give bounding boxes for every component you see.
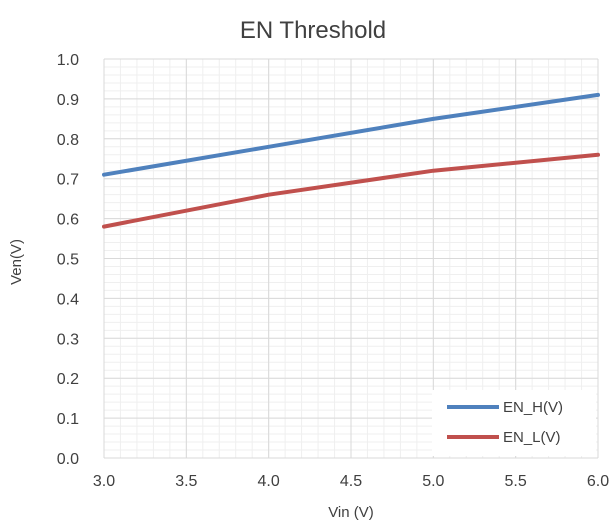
legend-label: EN_L(V)	[503, 429, 561, 446]
x-tick-label: 3.5	[175, 473, 197, 490]
series-line-en-l-v	[102, 152, 600, 229]
x-tick-label: 5.0	[422, 473, 444, 490]
y-tick-label: 1.0	[57, 52, 79, 69]
legend-background	[432, 390, 596, 456]
y-tick-label: 0.8	[57, 132, 79, 149]
y-tick-label: 0.1	[57, 411, 79, 428]
y-tick-label: 0.9	[57, 92, 79, 109]
legend: EN_H(V) EN_L(V)	[432, 390, 596, 456]
x-tick-label: 6.0	[587, 473, 609, 490]
y-tick-label: 0.4	[57, 291, 79, 308]
chart-title: EN Threshold	[240, 17, 386, 44]
y-tick-label: 0.6	[57, 212, 79, 229]
x-tick-label: 5.5	[505, 473, 527, 490]
x-axis-ticks: 3.0 3.5 4.0 4.5 5.0 5.5 6.0	[93, 473, 609, 490]
series-lines	[102, 92, 600, 229]
y-tick-label: 0.0	[57, 451, 79, 468]
series-line-en-h-v	[102, 92, 600, 177]
x-tick-label: 4.0	[258, 473, 280, 490]
x-tick-label: 4.5	[340, 473, 362, 490]
y-tick-label: 0.3	[57, 331, 79, 348]
y-axis-label: Ven(V)	[8, 239, 25, 285]
y-tick-label: 0.5	[57, 252, 79, 269]
y-tick-label: 0.7	[57, 172, 79, 189]
y-axis-ticks: 0.0 0.1 0.2 0.3 0.4 0.5 0.6 0.7 0.8 0.9 1.0	[57, 52, 79, 468]
y-tick-label: 0.2	[57, 371, 79, 388]
x-axis-label: Vin (V)	[328, 504, 374, 521]
x-tick-label: 3.0	[93, 473, 115, 490]
legend-label: EN_H(V)	[503, 399, 563, 416]
